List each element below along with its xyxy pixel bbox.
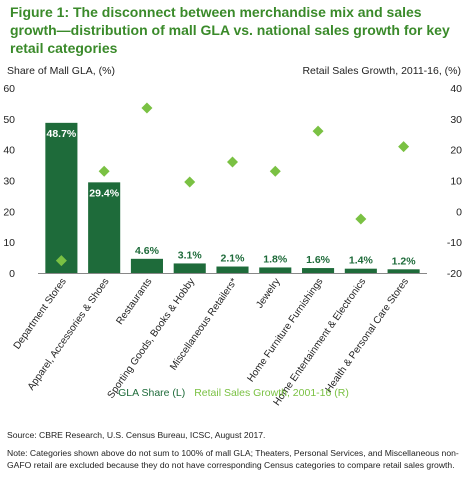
bar-gla-share	[259, 267, 292, 273]
y-left-tick-label: 10	[3, 237, 15, 249]
y-right-tick-label: 30	[450, 114, 462, 126]
x-category-label: Sporting Goods, Books & Hobby	[106, 276, 198, 400]
y-left-tick-label: 60	[3, 83, 15, 95]
y-right-tick-label: 20	[450, 145, 462, 157]
diamond-marker-retail-growth	[312, 125, 324, 137]
x-category-label: Restaurants	[114, 276, 154, 326]
right-axis-label: Retail Sales Growth, 2011-16, (%)	[302, 65, 461, 77]
bar-data-label: 48.7%	[46, 128, 76, 140]
x-category-label: Home Furniture Furnishings	[245, 276, 325, 384]
bar-gla-share	[387, 269, 420, 273]
bar-gla-share	[88, 182, 121, 273]
bar-gla-share	[130, 258, 163, 273]
diamond-marker-retail-growth	[184, 176, 196, 188]
bar-data-label: 29.4%	[89, 187, 119, 199]
y-right-tick-label: 10	[450, 176, 462, 188]
diamond-marker-retail-growth	[227, 156, 238, 168]
bar-data-label: 1.2%	[392, 255, 417, 267]
bar-gla-share	[344, 268, 377, 273]
bar-data-label: 3.1%	[178, 249, 203, 261]
bar-gla-share	[173, 263, 206, 273]
x-category-label: Jewelry	[254, 276, 282, 310]
y-right-tick-label: -20	[447, 268, 462, 280]
bar-data-label: 1.4%	[349, 255, 374, 267]
legend-retail-sales-growth: Retail Sales Growth, 2001-16 (R)	[194, 387, 349, 399]
y-left-tick-label: 30	[3, 176, 15, 188]
diamond-marker-retail-growth	[355, 213, 367, 225]
bar-data-label: 4.6%	[135, 245, 160, 257]
diamond-marker-retail-growth	[98, 165, 110, 177]
bar-gla-share	[302, 268, 335, 273]
y-left-tick-label: 0	[9, 268, 15, 280]
note-text: Note: Categories shown above do not sum …	[7, 448, 459, 470]
legend: GLA Share (L) Retail Sales Growth, 2001-…	[0, 387, 467, 399]
bar-data-label: 2.1%	[221, 253, 246, 265]
bar-data-label: 1.6%	[306, 254, 331, 266]
diamond-marker-retail-growth	[55, 255, 67, 267]
source-text: Source: CBRE Research, U.S. Census Burea…	[7, 430, 266, 440]
legend-gla-share: GLA Share (L)	[118, 387, 186, 399]
bar-gla-share	[216, 266, 249, 273]
diamond-marker-retail-growth	[398, 141, 410, 153]
y-right-tick-label: 0	[456, 206, 462, 218]
y-right-tick-label: -10	[447, 237, 462, 249]
x-category-label: Apparel, Accessories & Shoes	[26, 276, 112, 392]
bar-gla-share	[45, 122, 78, 273]
left-axis-label: Share of Mall GLA, (%)	[7, 65, 115, 77]
y-right-tick-label: 40	[450, 83, 462, 95]
diamond-marker-retail-growth	[141, 102, 153, 114]
diamond-marker-retail-growth	[269, 165, 281, 177]
x-category-label: Health & Personal Care Stores	[324, 276, 411, 394]
chart-title: Figure 1: The disconnect between merchan…	[10, 4, 450, 56]
y-left-tick-label: 20	[3, 206, 15, 218]
bar-data-label: 1.8%	[263, 253, 288, 265]
y-left-tick-label: 40	[3, 145, 15, 157]
y-left-tick-label: 50	[3, 114, 15, 126]
